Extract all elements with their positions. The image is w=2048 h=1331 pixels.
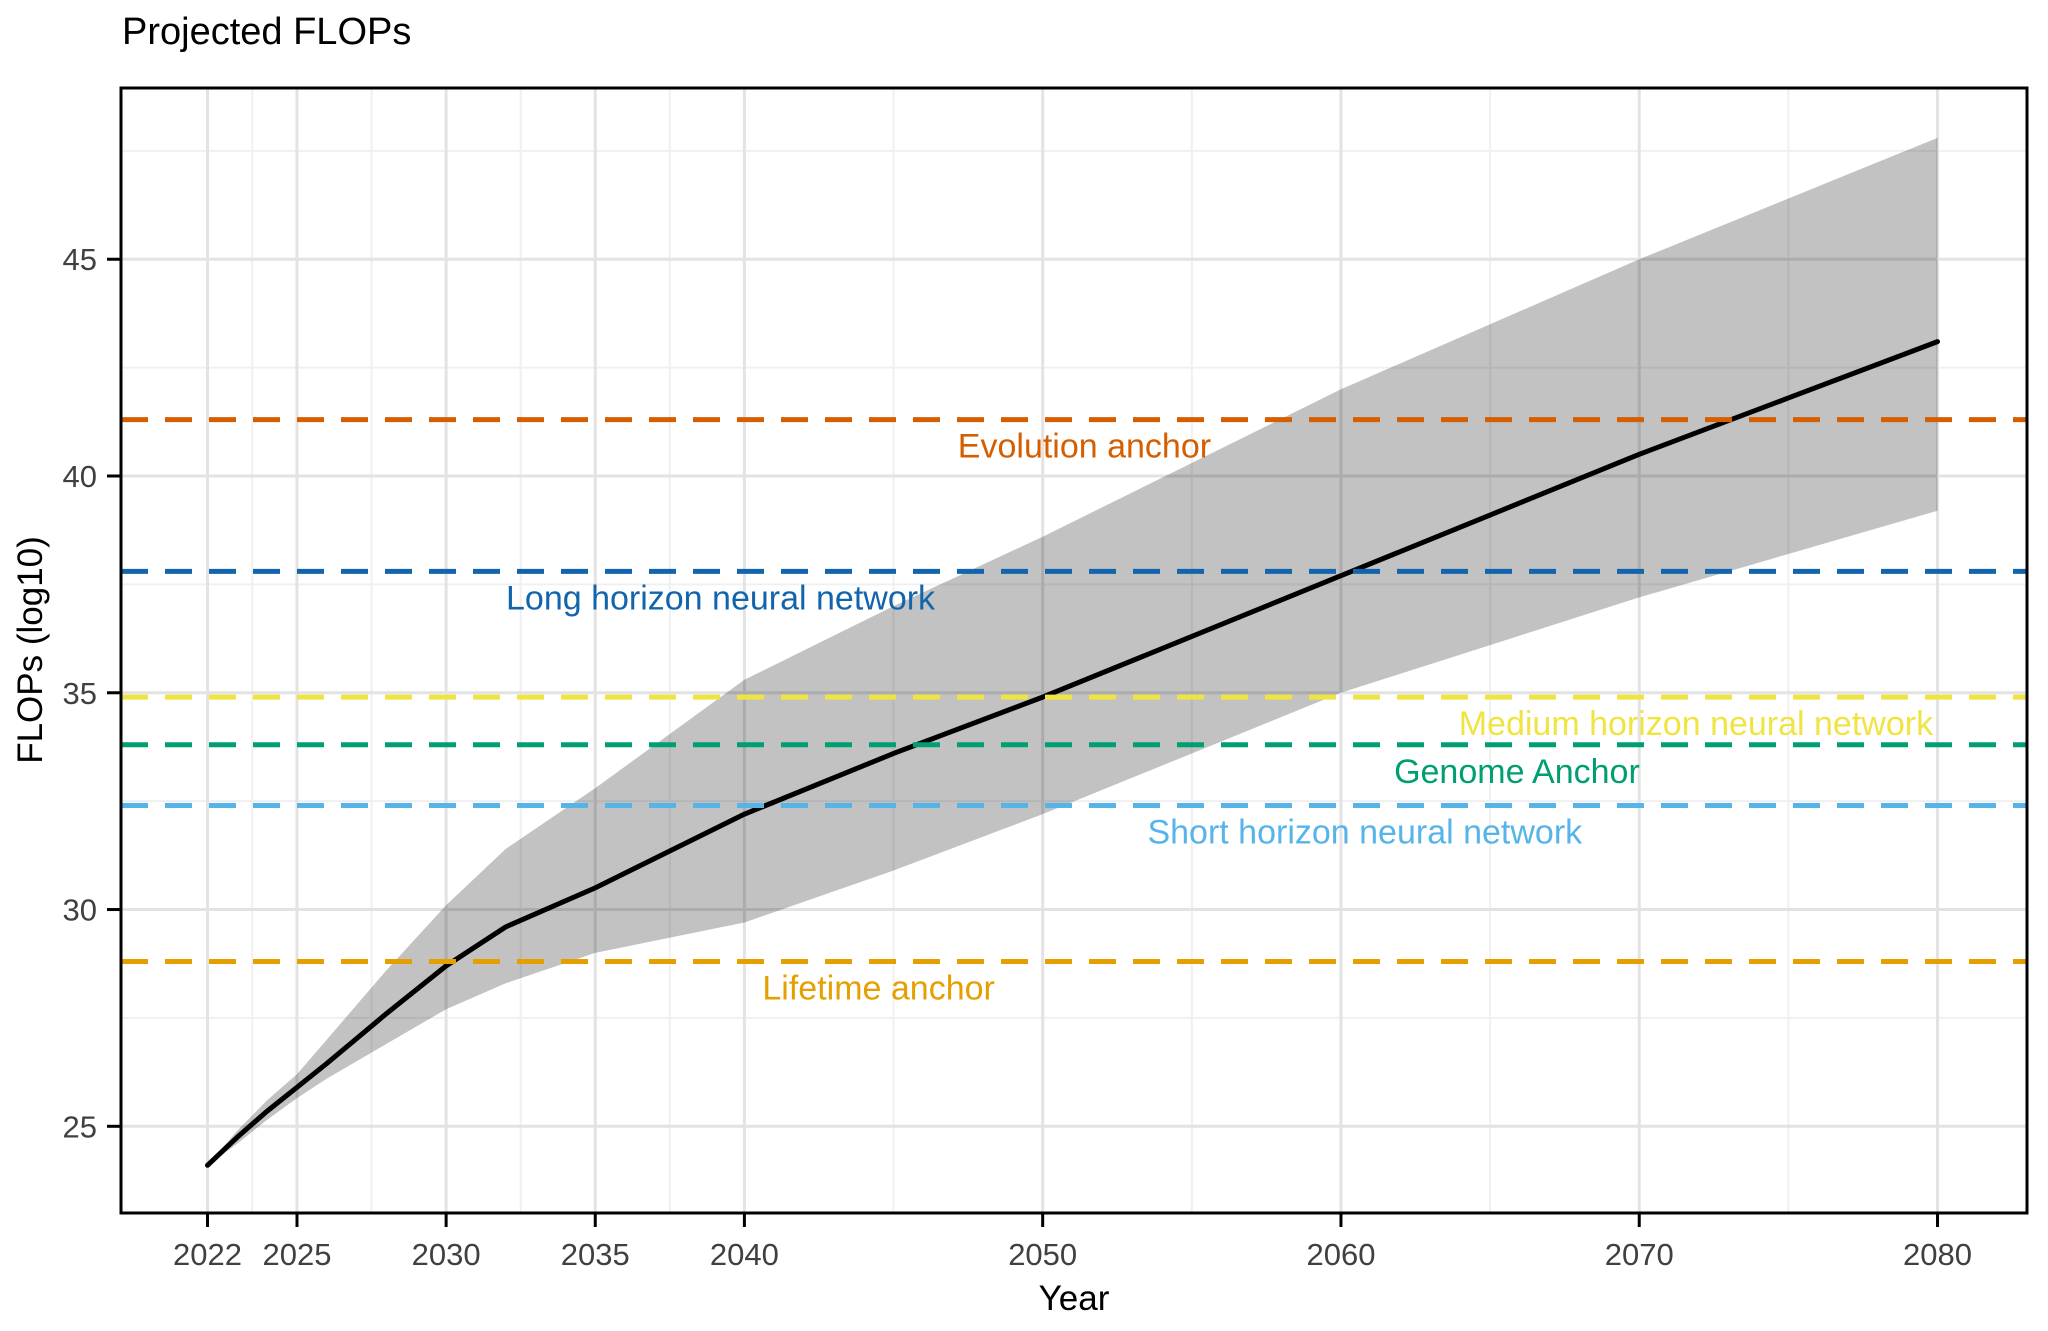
y-tick-label-30: 30 — [63, 893, 97, 928]
anchor-label-long-horizon-neural-network: Long horizon neural network — [506, 579, 936, 617]
x-tick-label-2040: 2040 — [710, 1237, 779, 1272]
y-tick-label-25: 25 — [63, 1109, 97, 1144]
y-tick-label-35: 35 — [63, 676, 97, 711]
plot-area: Evolution anchor Long horizon neural netw… — [63, 86, 2029, 1272]
y-tick-label-40: 40 — [63, 459, 97, 494]
x-tick-label-2060: 2060 — [1306, 1237, 1375, 1272]
x-tick-label-2022: 2022 — [173, 1237, 242, 1272]
anchor-label-medium-horizon-neural-network: Medium horizon neural network — [1459, 705, 1934, 743]
x-tick-label-2070: 2070 — [1605, 1237, 1674, 1272]
x-axis-title: Year — [1039, 1279, 1110, 1318]
uncertainty-band — [207, 137, 1938, 1166]
x-tick-label-2030: 2030 — [412, 1237, 481, 1272]
x-tick-label-2050: 2050 — [1008, 1237, 1077, 1272]
x-tick-label-2025: 2025 — [262, 1237, 331, 1272]
anchor-label-lifetime-anchor: Lifetime anchor — [762, 970, 994, 1008]
anchor-label-evolution-anchor: Evolution anchor — [958, 428, 1211, 466]
y-tick-label-45: 45 — [63, 242, 97, 277]
panel-border — [119, 86, 2029, 1215]
x-tick-label-2080: 2080 — [1903, 1237, 1972, 1272]
anchor-label-genome-anchor: Genome Anchor — [1394, 753, 1640, 791]
series-line-median-projected-training-flops — [205, 339, 1941, 1168]
anchor-label-short-horizon-neural-network: Short horizon neural network — [1147, 813, 1583, 851]
chart-title: Projected FLOPs — [122, 11, 411, 53]
panel-background — [121, 88, 2027, 1213]
x-tick-label-2035: 2035 — [561, 1237, 630, 1272]
y-axis-title: FLOPs (log10) — [11, 536, 50, 764]
